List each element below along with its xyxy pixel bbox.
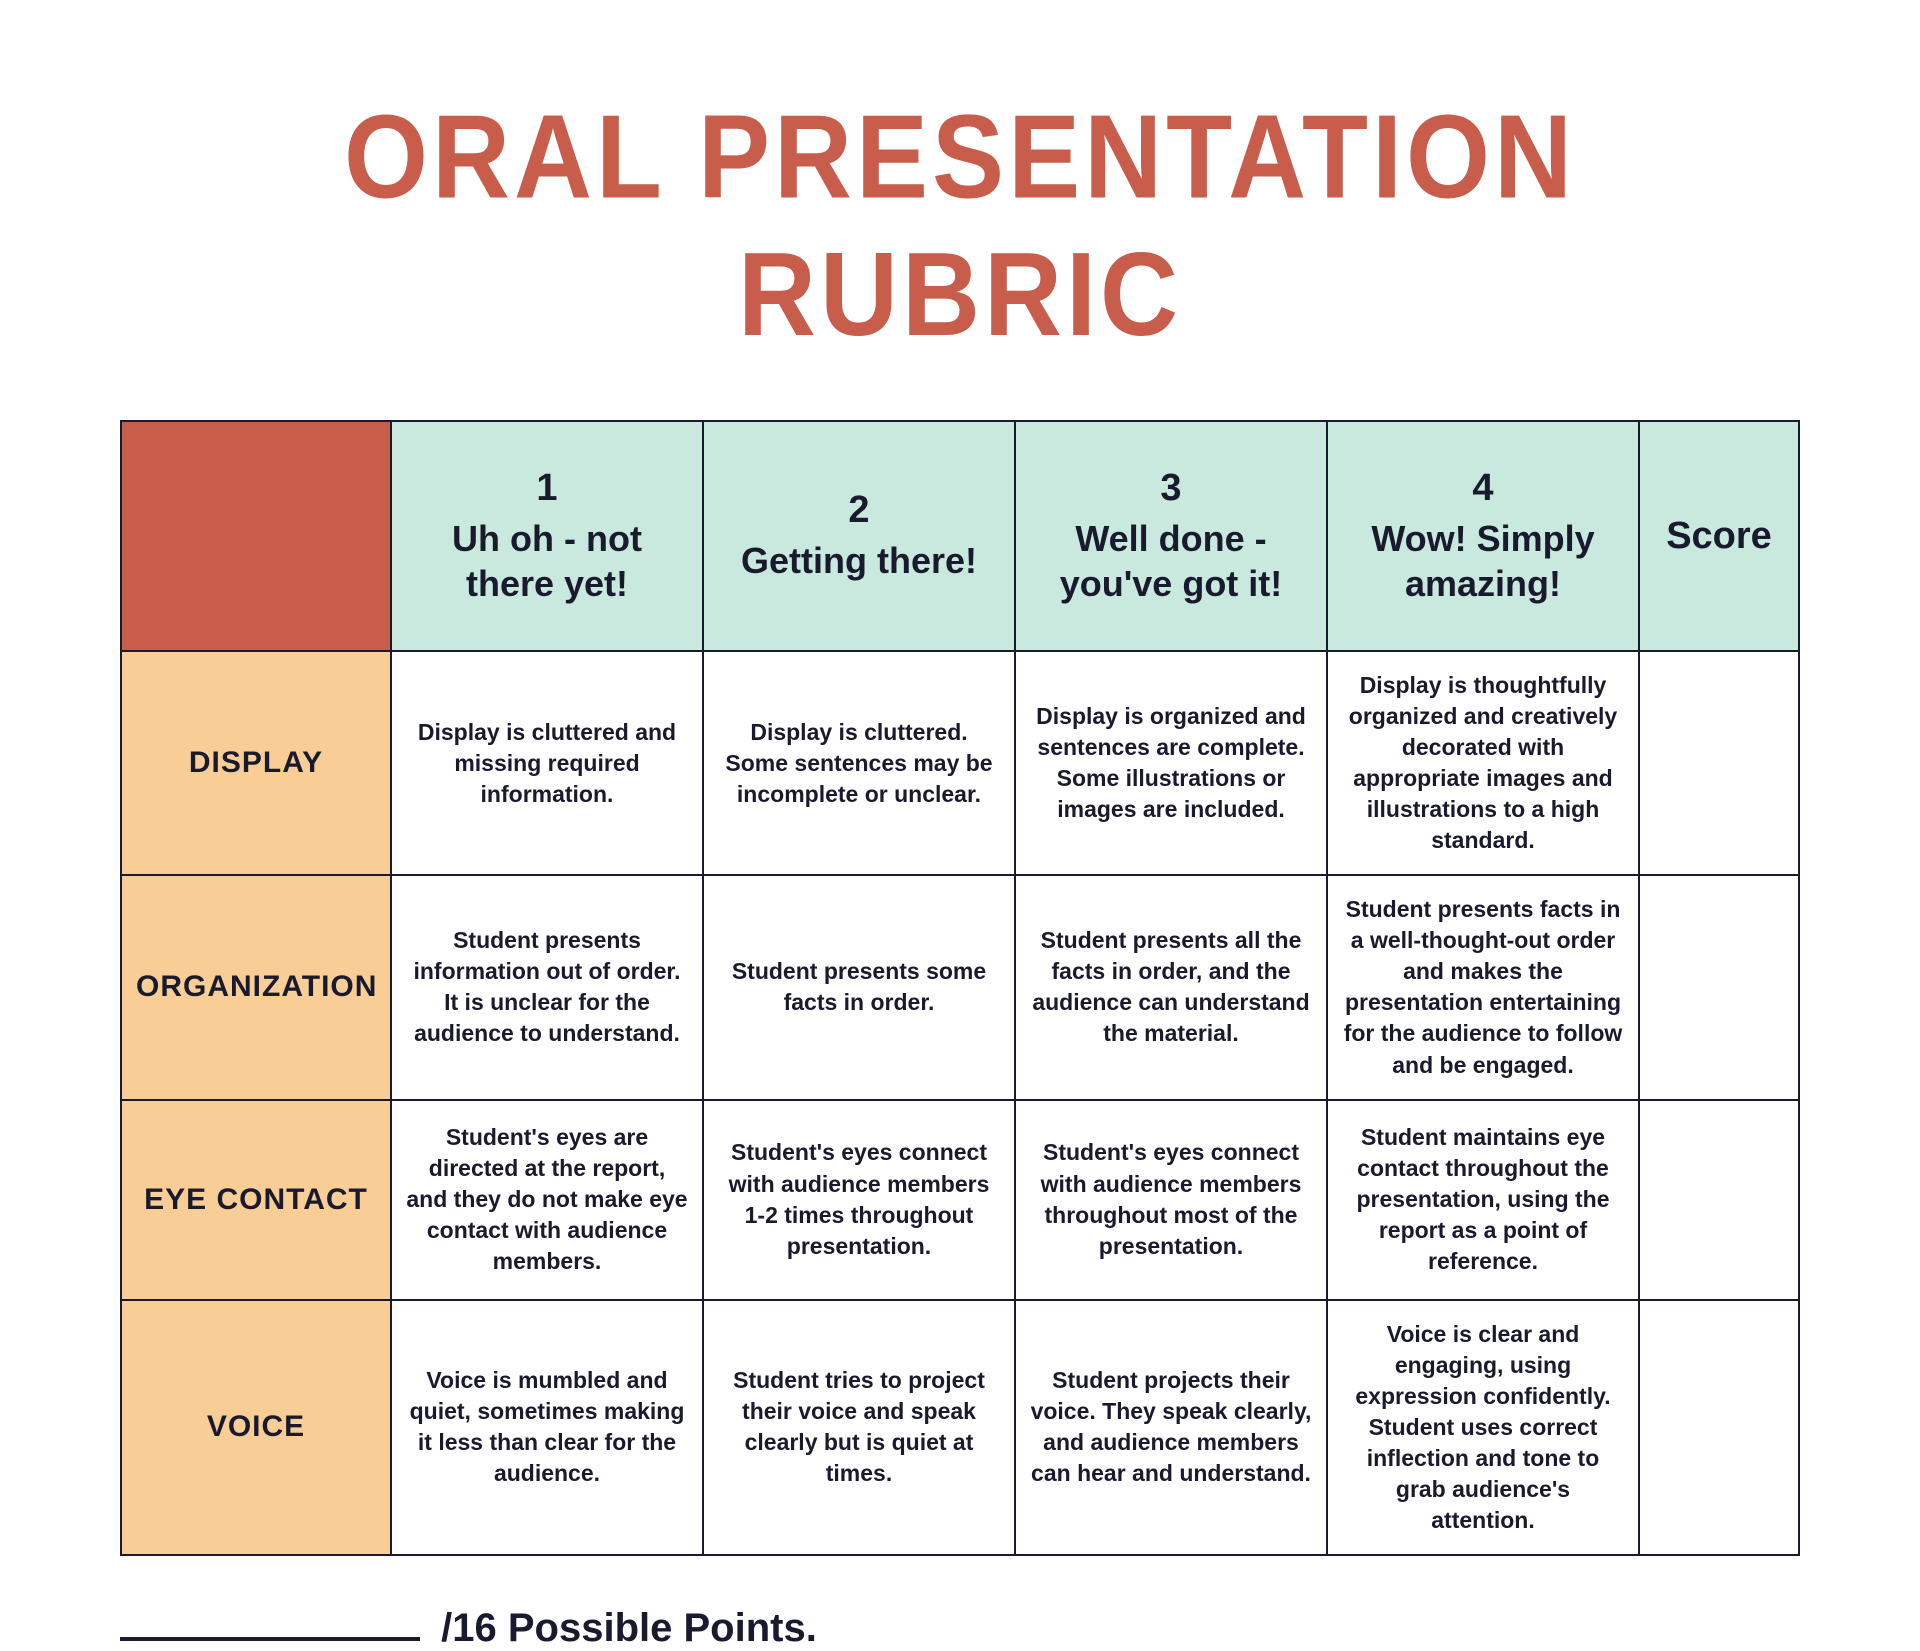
table-row: ORGANIZATION Student presents informatio… [121, 875, 1799, 1099]
score-cell[interactable] [1639, 1100, 1799, 1300]
rubric-cell: Student projects their voice. They speak… [1015, 1300, 1327, 1555]
level-num: 4 [1342, 467, 1624, 510]
rubric-table: 1 Uh oh - not there yet! 2 Getting there… [120, 420, 1800, 1556]
rubric-cell: Student's eyes are directed at the repor… [391, 1100, 703, 1300]
level-label: Uh oh - not there yet! [452, 518, 642, 604]
rubric-cell: Display is cluttered and missing require… [391, 651, 703, 875]
rubric-cell: Student tries to project their voice and… [703, 1300, 1015, 1555]
possible-points-text: /16 Possible Points. [441, 1606, 817, 1650]
score-cell[interactable] [1639, 1300, 1799, 1555]
level-num: 3 [1030, 467, 1312, 510]
level-label: Wow! Simply amazing! [1371, 518, 1594, 604]
score-blank-line[interactable] [120, 1637, 420, 1641]
score-cell[interactable] [1639, 875, 1799, 1099]
level-header-3: 3 Well done - you've got it! [1015, 421, 1327, 651]
rubric-cell: Student presents some facts in order. [703, 875, 1015, 1099]
score-cell[interactable] [1639, 651, 1799, 875]
level-header-2: 2 Getting there! [703, 421, 1015, 651]
level-header-1: 1 Uh oh - not there yet! [391, 421, 703, 651]
rubric-cell: Display is organized and sentences are c… [1015, 651, 1327, 875]
rubric-cell: Voice is mumbled and quiet, sometimes ma… [391, 1300, 703, 1555]
rubric-cell: Student presents all the facts in order,… [1015, 875, 1327, 1099]
rubric-cell: Student maintains eye contact throughout… [1327, 1100, 1639, 1300]
page-title: ORAL PRESENTATION RUBRIC [120, 88, 1800, 363]
row-label-display: DISPLAY [121, 651, 391, 875]
level-header-4: 4 Wow! Simply amazing! [1327, 421, 1639, 651]
corner-cell [121, 421, 391, 651]
rubric-cell: Student presents facts in a well-thought… [1327, 875, 1639, 1099]
table-row: DISPLAY Display is cluttered and missing… [121, 651, 1799, 875]
table-row: EYE CONTACT Student's eyes are directed … [121, 1100, 1799, 1300]
row-label-eye-contact: EYE CONTACT [121, 1100, 391, 1300]
table-row: VOICE Voice is mumbled and quiet, someti… [121, 1300, 1799, 1555]
rubric-cell: Voice is clear and engaging, using expre… [1327, 1300, 1639, 1555]
level-label: Well done - you've got it! [1060, 518, 1283, 604]
row-label-voice: VOICE [121, 1300, 391, 1555]
rubric-cell: Student's eyes connect with audience mem… [1015, 1100, 1327, 1300]
rubric-cell: Student presents information out of orde… [391, 875, 703, 1099]
level-num: 2 [718, 489, 1000, 532]
score-header: Score [1639, 421, 1799, 651]
level-label: Getting there! [741, 540, 977, 581]
footer: /16 Possible Points. [120, 1606, 1800, 1651]
rubric-cell: Display is thoughtfully organized and cr… [1327, 651, 1639, 875]
row-label-organization: ORGANIZATION [121, 875, 391, 1099]
rubric-cell: Student's eyes connect with audience mem… [703, 1100, 1015, 1300]
rubric-cell: Display is cluttered. Some sentences may… [703, 651, 1015, 875]
level-num: 1 [406, 467, 688, 510]
